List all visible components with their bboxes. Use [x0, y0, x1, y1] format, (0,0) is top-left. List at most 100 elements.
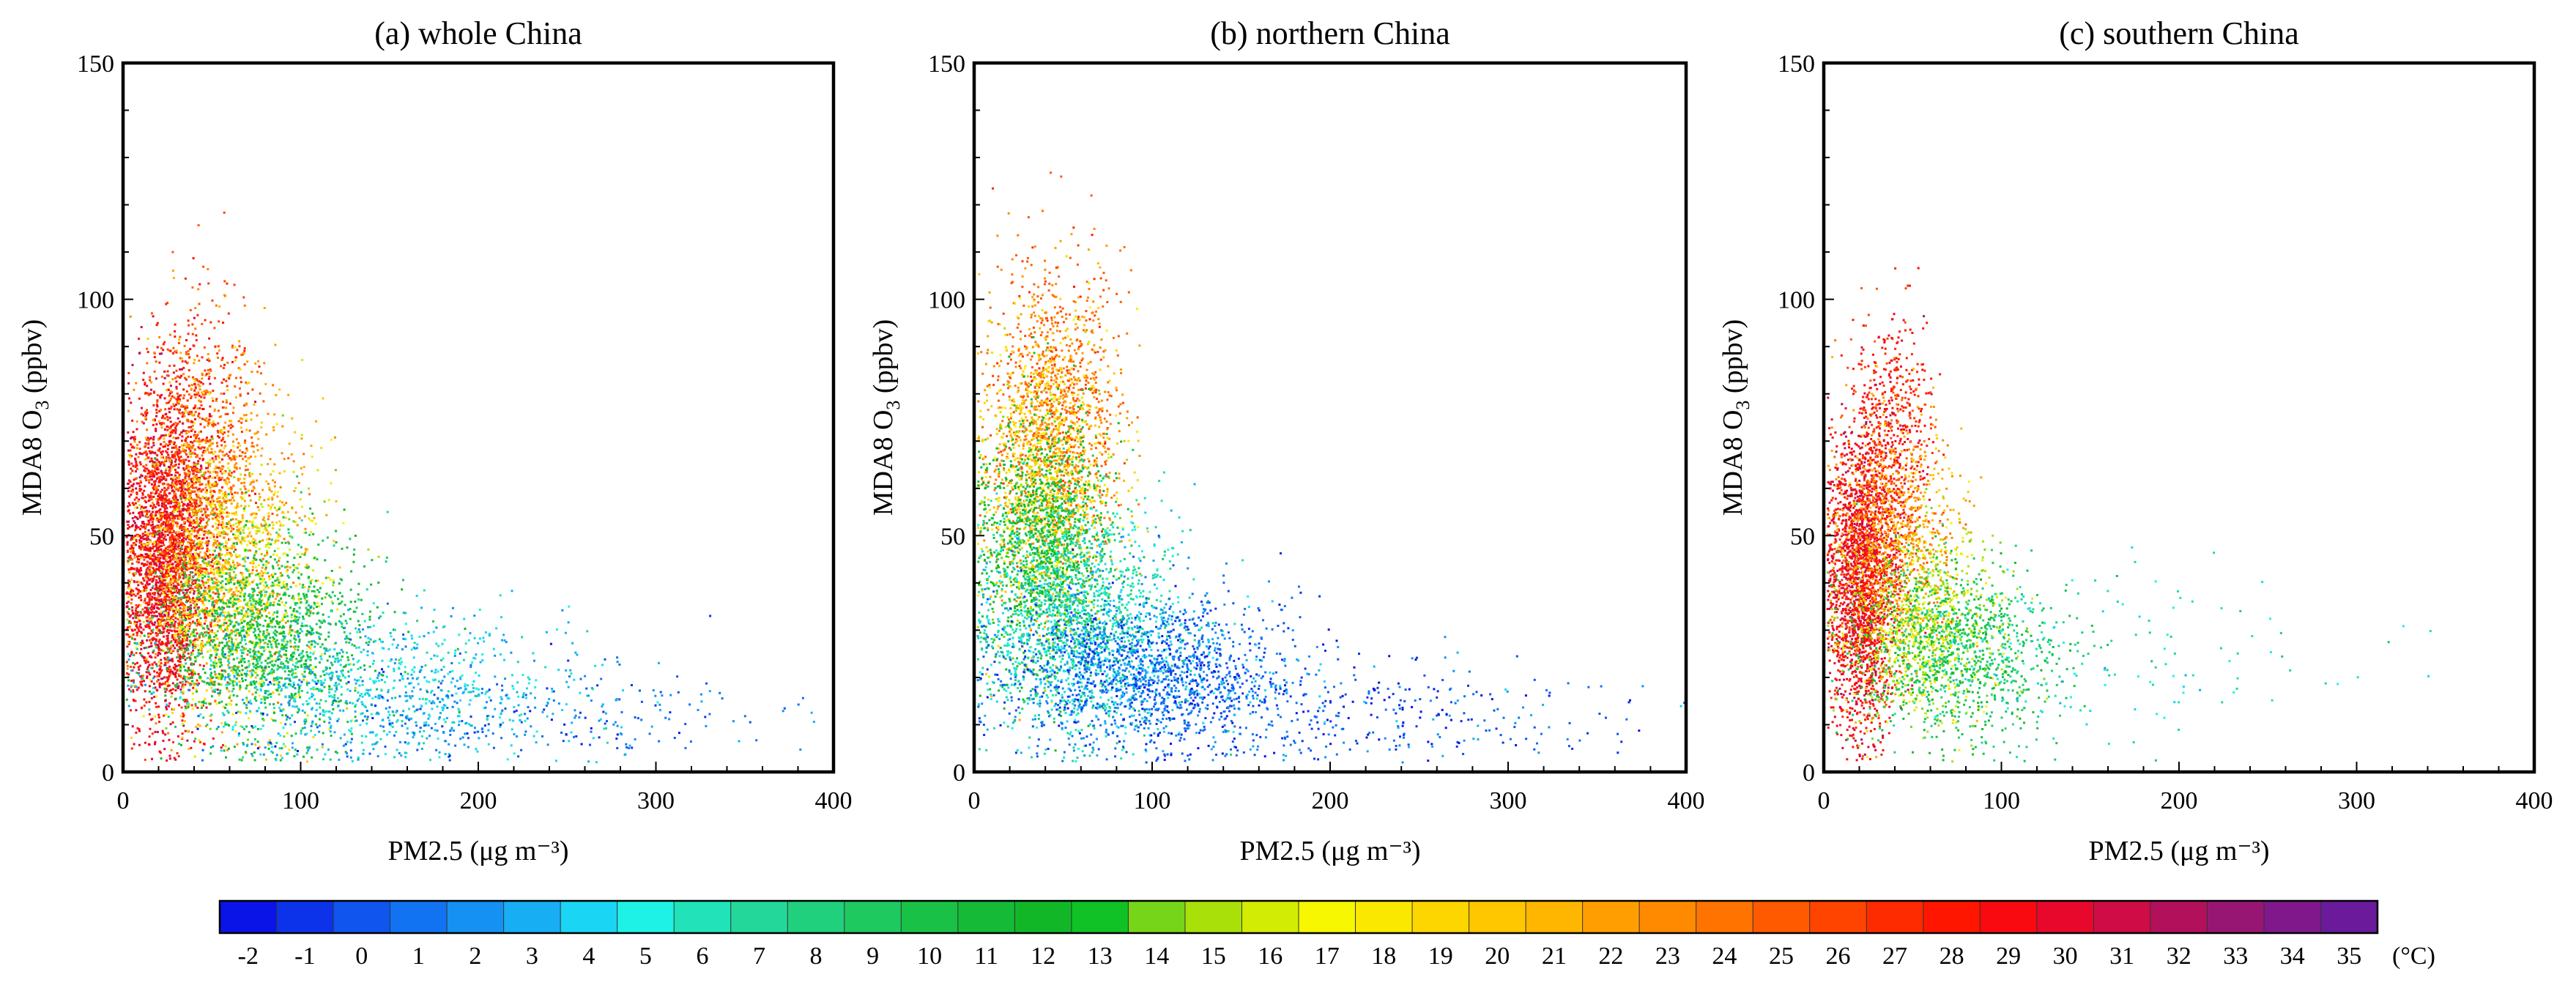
data-point	[184, 497, 187, 500]
data-point	[212, 442, 214, 445]
data-point	[163, 657, 166, 659]
data-point	[127, 382, 130, 385]
data-point	[156, 614, 158, 617]
data-point	[152, 543, 155, 546]
data-point	[126, 520, 129, 523]
data-point	[138, 729, 141, 732]
data-point	[193, 431, 196, 434]
data-point	[227, 499, 229, 502]
data-point	[166, 585, 168, 587]
data-point	[177, 545, 179, 548]
data-point	[183, 572, 186, 575]
data-point	[288, 749, 291, 751]
data-point	[148, 583, 151, 585]
data-point	[223, 447, 226, 450]
data-point	[308, 517, 311, 520]
data-point	[194, 573, 197, 576]
data-point	[162, 541, 165, 544]
data-point	[141, 680, 143, 683]
data-point	[193, 514, 196, 517]
data-point	[130, 747, 133, 750]
data-point	[208, 360, 211, 363]
data-point	[166, 647, 168, 650]
data-point	[183, 564, 186, 567]
data-point	[226, 749, 229, 751]
data-point	[172, 437, 175, 439]
data-point	[156, 587, 159, 590]
data-point	[152, 461, 155, 464]
data-point	[227, 591, 230, 593]
data-point	[193, 598, 196, 601]
data-point	[200, 503, 203, 505]
data-point	[186, 361, 189, 364]
data-point	[157, 526, 160, 529]
data-point	[203, 743, 206, 746]
data-point	[202, 517, 204, 520]
data-point	[141, 706, 143, 709]
data-point	[144, 485, 146, 488]
data-point	[209, 458, 212, 461]
data-point	[219, 449, 222, 452]
data-point	[140, 326, 143, 329]
data-point	[187, 554, 189, 557]
data-point	[193, 590, 196, 593]
data-point	[195, 378, 198, 381]
data-point	[228, 480, 231, 483]
data-point	[141, 684, 144, 687]
data-point	[190, 566, 193, 569]
data-point	[217, 533, 220, 536]
data-point	[163, 464, 166, 467]
data-point	[155, 423, 158, 426]
data-point	[180, 405, 183, 408]
data-point	[274, 343, 277, 346]
data-point	[236, 502, 239, 505]
data-point	[186, 504, 188, 507]
data-point	[161, 591, 164, 594]
data-point	[127, 560, 130, 562]
data-point	[168, 411, 171, 414]
data-point	[209, 577, 212, 580]
data-point	[255, 532, 258, 535]
data-point	[194, 549, 197, 552]
data-point	[177, 471, 179, 474]
data-point	[157, 468, 160, 471]
data-point	[233, 466, 236, 469]
data-point	[242, 481, 245, 484]
data-point	[198, 380, 201, 383]
data-point	[148, 479, 150, 482]
data-point	[166, 670, 169, 672]
data-point	[209, 491, 212, 494]
data-point	[174, 545, 177, 548]
data-point	[182, 513, 185, 516]
data-point	[135, 497, 138, 499]
data-point	[144, 661, 147, 664]
data-point	[157, 480, 160, 483]
data-point	[266, 631, 269, 634]
data-point	[155, 409, 158, 412]
data-point	[224, 491, 227, 494]
data-point	[143, 612, 146, 614]
data-point	[169, 688, 172, 691]
data-point	[243, 510, 246, 512]
data-point	[188, 513, 191, 516]
data-point	[181, 368, 183, 371]
data-point	[190, 410, 193, 413]
data-point	[182, 509, 185, 511]
data-point	[169, 333, 171, 336]
data-point	[229, 598, 231, 601]
data-point	[146, 610, 149, 613]
data-point	[248, 494, 250, 497]
data-point	[234, 506, 237, 509]
data-point	[206, 541, 209, 543]
data-point	[196, 391, 198, 394]
data-point	[260, 570, 263, 573]
data-point	[195, 436, 198, 439]
data-point	[278, 593, 281, 596]
data-point	[193, 601, 196, 604]
data-point	[138, 504, 141, 506]
data-point	[194, 307, 197, 310]
data-point	[174, 483, 177, 486]
data-point	[128, 495, 131, 498]
data-point	[157, 472, 160, 475]
data-point	[255, 530, 258, 532]
